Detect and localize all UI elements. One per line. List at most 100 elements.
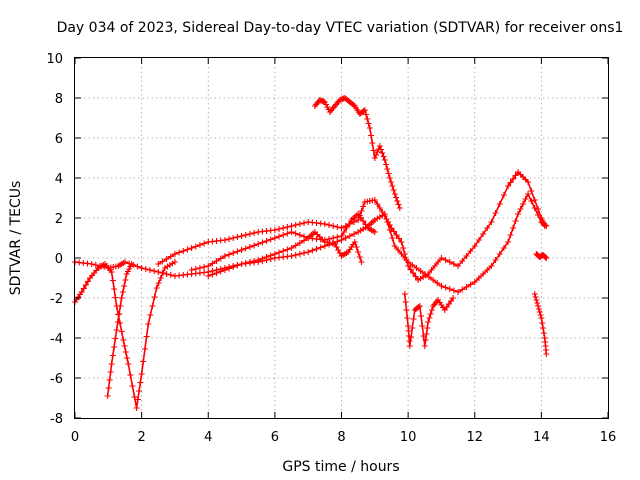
data-point [151, 268, 158, 274]
data-point [438, 255, 445, 261]
data-point [305, 249, 312, 255]
data-point [400, 245, 407, 251]
data-point [356, 254, 363, 260]
data-point [537, 312, 544, 318]
data-point [288, 245, 295, 251]
data-point [418, 313, 425, 319]
data-point [111, 286, 118, 292]
data-point [389, 235, 396, 241]
data-point [543, 351, 550, 357]
data-point [301, 237, 308, 244]
data-point [111, 344, 118, 350]
data-point [422, 337, 429, 343]
data-point [396, 205, 403, 211]
data-point [398, 239, 405, 245]
series-track-e [311, 95, 403, 211]
data-point [471, 243, 478, 249]
data-point [292, 230, 299, 237]
series-track-f [72, 259, 178, 411]
data-point [226, 251, 233, 258]
data-point [542, 254, 549, 261]
data-point [507, 232, 514, 238]
data-point [296, 251, 303, 257]
data-point [496, 251, 503, 257]
data-point [406, 343, 413, 349]
data-point [507, 179, 514, 186]
data-point [435, 259, 442, 265]
series-track-b [155, 169, 548, 283]
x-tick-label: 6 [271, 430, 279, 445]
data-point [361, 107, 368, 113]
data-point [136, 388, 143, 394]
data-point [431, 263, 438, 269]
data-point [104, 393, 111, 399]
data-point [205, 273, 212, 279]
data-point [263, 238, 270, 244]
data-point [284, 224, 291, 230]
data-point [538, 315, 545, 321]
data-point [381, 157, 388, 163]
data-point [471, 279, 478, 285]
x-tick-label: 2 [137, 430, 145, 445]
data-point [525, 191, 532, 197]
data-point [421, 343, 428, 349]
data-point [528, 188, 535, 194]
data-point [390, 187, 397, 193]
data-point [403, 307, 410, 313]
data-point [276, 233, 283, 240]
data-point [395, 247, 402, 253]
data-point [109, 352, 116, 359]
data-point [176, 249, 183, 256]
x-tick-label: 16 [600, 430, 617, 445]
data-point [424, 325, 431, 331]
data-point [326, 236, 333, 242]
data-point [288, 223, 295, 229]
data-point [505, 239, 512, 245]
data-point [393, 232, 400, 238]
data-point [459, 286, 466, 293]
data-point [209, 271, 216, 278]
data-point [271, 251, 278, 257]
data-point [539, 320, 546, 326]
data-point [167, 253, 174, 260]
data-point [117, 303, 124, 309]
data-point [196, 242, 203, 248]
data-point [363, 111, 370, 118]
data-point [267, 252, 274, 259]
data-point [345, 221, 352, 227]
data-point [463, 284, 470, 290]
y-tick-label: -6 [50, 372, 63, 387]
x-axis-label: GPS time / hours [282, 459, 399, 475]
data-point [128, 261, 135, 267]
data-point [246, 244, 253, 250]
data-point [146, 267, 153, 273]
data-point [288, 253, 295, 259]
x-tick-label: 0 [71, 430, 79, 445]
data-point [446, 259, 453, 265]
data-point [263, 254, 270, 260]
chart-title: Day 034 of 2023, Sidereal Day-to-day VTE… [57, 20, 624, 36]
data-point [234, 234, 241, 240]
data-point [510, 176, 517, 182]
data-point [404, 315, 411, 321]
data-point [364, 116, 371, 122]
data-point [416, 303, 423, 309]
data-point [455, 289, 462, 295]
data-point [446, 286, 453, 292]
y-tick-label: -8 [50, 412, 63, 427]
data-point [378, 146, 385, 153]
data-point [116, 311, 123, 317]
data-point [520, 201, 527, 207]
data-point [221, 267, 228, 273]
data-point [147, 312, 154, 318]
data-point [271, 227, 278, 233]
data-point [343, 225, 350, 231]
data-point [242, 232, 249, 238]
data-point [450, 261, 457, 267]
data-point [496, 201, 503, 207]
data-point [393, 194, 400, 201]
data-point [366, 125, 373, 131]
y-tick-label: 6 [55, 132, 63, 147]
data-point [196, 265, 203, 271]
